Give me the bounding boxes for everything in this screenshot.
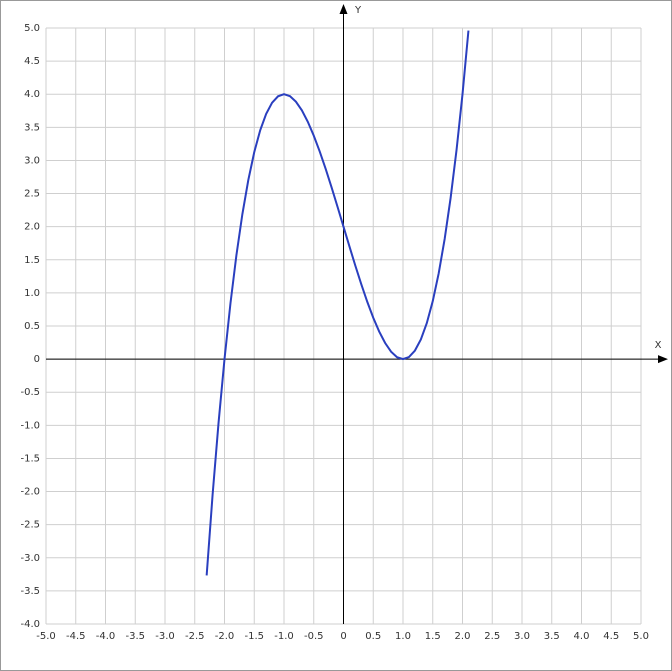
- y-axis-arrow: [339, 4, 348, 14]
- x-tick-label: 0: [340, 631, 346, 642]
- x-tick-label: -4.0: [96, 631, 116, 642]
- y-tick-label: 5.0: [24, 23, 40, 34]
- y-tick-label: 4.0: [24, 89, 40, 100]
- y-tick-label: -3.0: [20, 553, 40, 564]
- x-tick-label: 1.0: [395, 631, 411, 642]
- y-tick-label: -4.0: [20, 619, 40, 630]
- x-tick-label: -4.5: [66, 631, 86, 642]
- x-tick-label: 3.5: [544, 631, 560, 642]
- y-tick-label: -2.5: [20, 520, 40, 531]
- x-tick-label: 2.0: [455, 631, 471, 642]
- x-tick-label: -2.5: [185, 631, 205, 642]
- x-tick-label: 4.5: [603, 631, 619, 642]
- x-axis-arrow: [658, 355, 668, 364]
- x-tick-label: 4.0: [574, 631, 590, 642]
- y-axis-label: Y: [354, 5, 362, 16]
- y-tick-label: -1.0: [20, 420, 40, 431]
- x-tick-label: -3.0: [155, 631, 175, 642]
- y-tick-label: 1.0: [24, 288, 40, 299]
- y-tick-label: 0.5: [24, 321, 40, 332]
- y-tick-label: 0: [34, 354, 40, 365]
- x-tick-label: 5.0: [633, 631, 649, 642]
- x-tick-label: -3.5: [125, 631, 145, 642]
- y-tick-label: 2.0: [24, 222, 40, 233]
- x-tick-label: -2.0: [215, 631, 235, 642]
- y-tick-label: -0.5: [20, 387, 40, 398]
- y-tick-label: -2.0: [20, 487, 40, 498]
- x-tick-label: 0.5: [365, 631, 381, 642]
- y-tick-label: 4.5: [24, 56, 40, 67]
- y-tick-label: 2.5: [24, 189, 40, 200]
- y-tick-label: -3.5: [20, 586, 40, 597]
- x-tick-label: 1.5: [425, 631, 441, 642]
- y-tick-label: 3.5: [24, 122, 40, 133]
- x-tick-label: 2.5: [484, 631, 500, 642]
- y-tick-label: 3.0: [24, 155, 40, 166]
- x-tick-label: -1.5: [244, 631, 264, 642]
- x-axis-label: X: [655, 340, 662, 351]
- x-tick-label: -5.0: [36, 631, 56, 642]
- y-tick-label: 1.5: [24, 255, 40, 266]
- x-tick-label: -0.5: [304, 631, 324, 642]
- curve: [205, 30, 470, 576]
- x-tick-label: 3.0: [514, 631, 530, 642]
- x-tick-label: -1.0: [274, 631, 294, 642]
- y-tick-label: -1.5: [20, 453, 40, 464]
